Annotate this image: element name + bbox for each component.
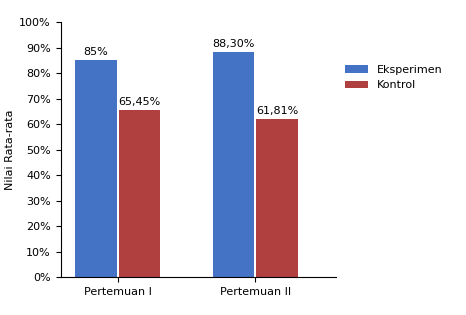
Bar: [256, 119, 298, 277]
Bar: [213, 52, 254, 277]
Bar: [75, 60, 116, 277]
Legend: Eksperimen, Kontrol: Eksperimen, Kontrol: [341, 60, 447, 95]
Text: 65,45%: 65,45%: [118, 97, 161, 107]
Text: 85%: 85%: [84, 47, 109, 57]
Bar: [119, 110, 160, 277]
Text: 61,81%: 61,81%: [256, 106, 298, 116]
Y-axis label: Nilai Rata-rata: Nilai Rata-rata: [5, 109, 15, 190]
Text: 88,30%: 88,30%: [212, 38, 255, 49]
